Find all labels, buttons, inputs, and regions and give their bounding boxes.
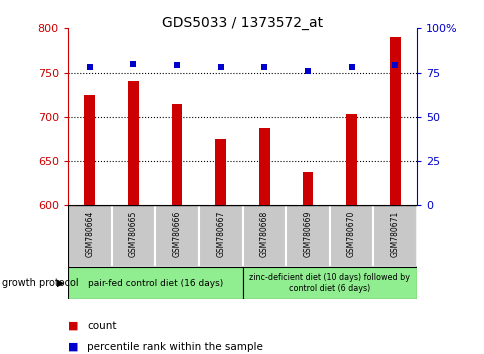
Bar bbox=[84, 95, 95, 205]
Text: percentile rank within the sample: percentile rank within the sample bbox=[87, 342, 263, 352]
Bar bbox=[302, 172, 313, 205]
Bar bbox=[155, 205, 198, 267]
Bar bbox=[68, 205, 111, 267]
Bar bbox=[128, 81, 138, 205]
Text: GSM780668: GSM780668 bbox=[259, 210, 268, 257]
Bar bbox=[286, 205, 329, 267]
Bar bbox=[329, 205, 373, 267]
Text: GSM780666: GSM780666 bbox=[172, 210, 181, 257]
Text: zinc-deficient diet (10 days) followed by
control diet (6 days): zinc-deficient diet (10 days) followed b… bbox=[249, 274, 409, 293]
Bar bbox=[111, 205, 155, 267]
Text: GSM780664: GSM780664 bbox=[85, 210, 94, 257]
Bar bbox=[373, 205, 416, 267]
Bar bbox=[346, 114, 356, 205]
Text: pair-fed control diet (16 days): pair-fed control diet (16 days) bbox=[88, 279, 222, 288]
Text: growth protocol: growth protocol bbox=[2, 278, 79, 288]
Bar bbox=[171, 103, 182, 205]
Text: GSM780669: GSM780669 bbox=[303, 210, 312, 257]
Text: ■: ■ bbox=[68, 321, 78, 331]
Text: GSM780667: GSM780667 bbox=[216, 210, 225, 257]
Bar bbox=[198, 205, 242, 267]
Bar bbox=[68, 267, 242, 299]
Text: ▶: ▶ bbox=[57, 278, 64, 288]
Text: count: count bbox=[87, 321, 117, 331]
Bar bbox=[258, 128, 269, 205]
Bar bbox=[389, 37, 400, 205]
Text: GSM780671: GSM780671 bbox=[390, 210, 399, 257]
Text: ■: ■ bbox=[68, 342, 78, 352]
Bar bbox=[242, 205, 286, 267]
Bar bbox=[242, 267, 416, 299]
Text: GDS5033 / 1373572_at: GDS5033 / 1373572_at bbox=[162, 16, 322, 30]
Text: GSM780665: GSM780665 bbox=[129, 210, 137, 257]
Text: GSM780670: GSM780670 bbox=[347, 210, 355, 257]
Bar bbox=[215, 139, 226, 205]
